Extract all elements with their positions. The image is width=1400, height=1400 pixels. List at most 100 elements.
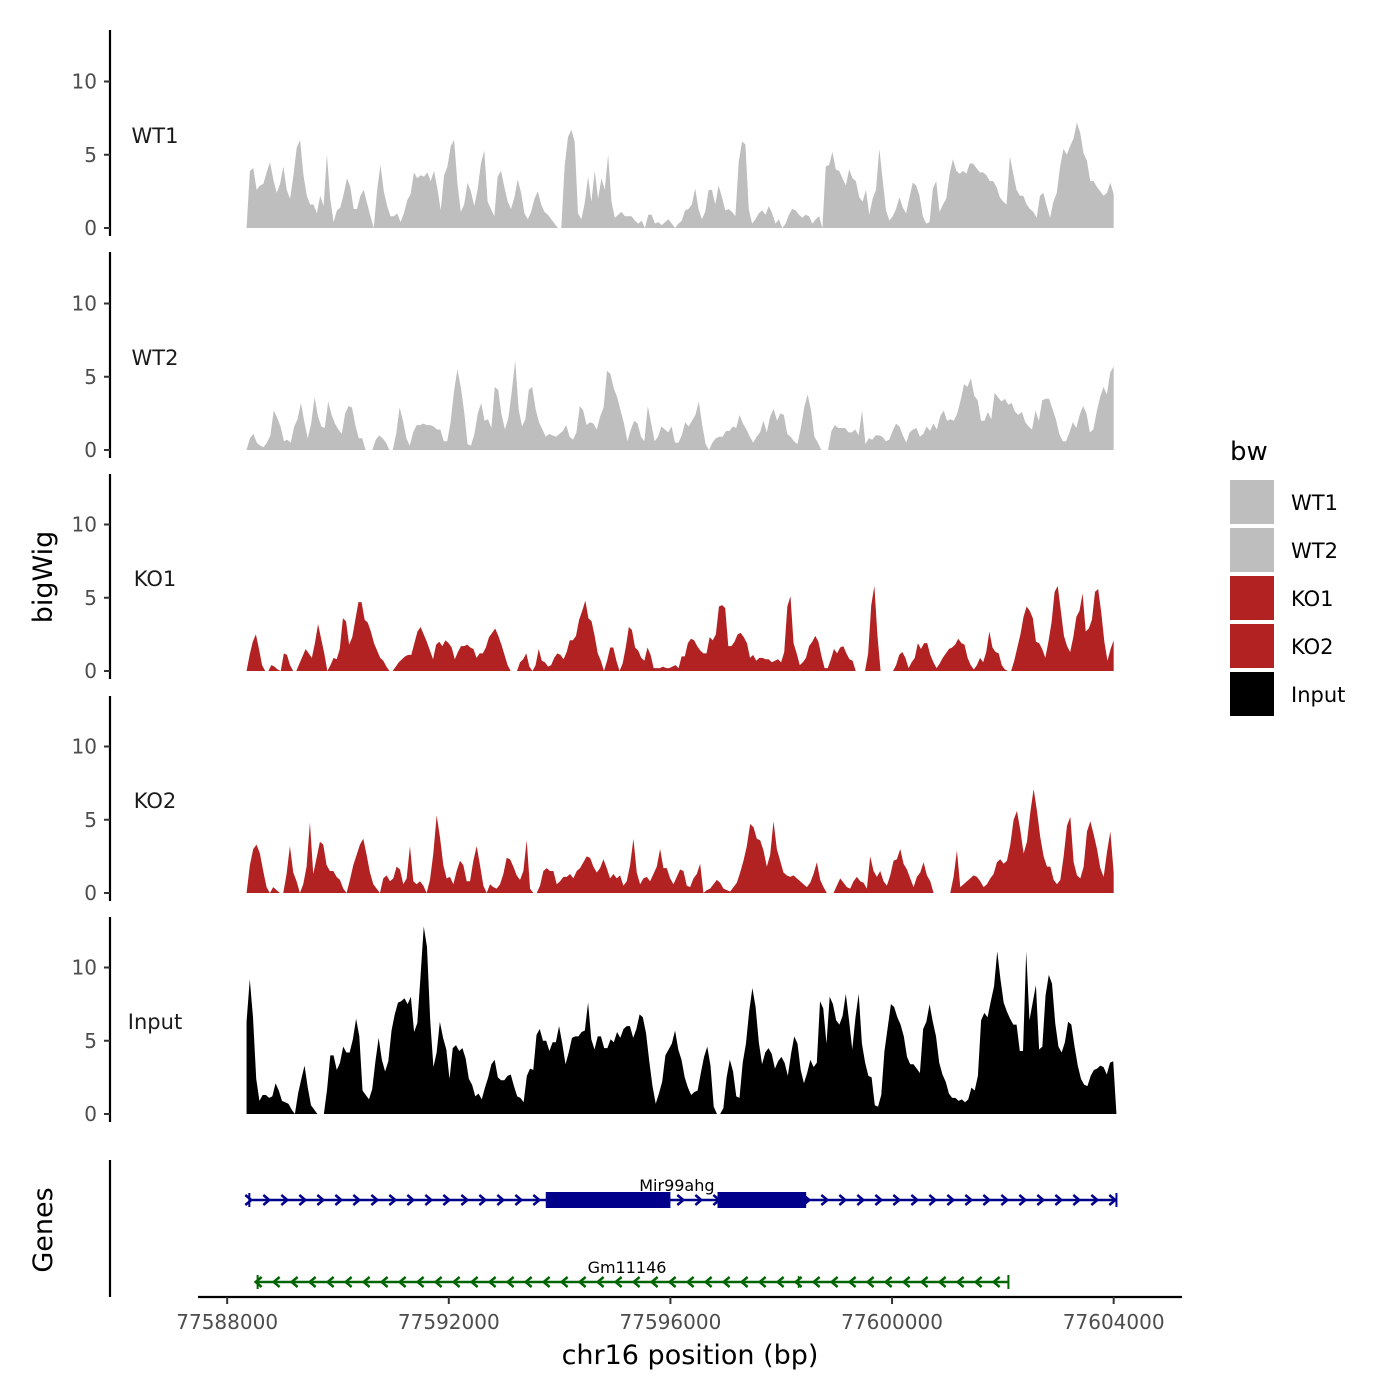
strand-chevron: [649, 1276, 659, 1288]
y-tick-label: 10: [72, 70, 97, 94]
strand-chevron: [820, 1194, 830, 1206]
strand-chevron: [892, 1194, 902, 1206]
strand-chevron: [847, 1276, 857, 1288]
strand-chevron: [964, 1194, 974, 1206]
strand-chevron: [1000, 1194, 1010, 1206]
y-tick-label: 10: [72, 513, 97, 537]
strand-chevron: [874, 1194, 884, 1206]
strand-chevron: [1018, 1194, 1028, 1206]
coverage-area-ko1: [246, 586, 1114, 671]
track-label: KO2: [134, 789, 177, 813]
strand-chevron: [1072, 1194, 1082, 1206]
y-tick-label: 0: [84, 438, 97, 462]
genes-panel-title: Genes: [28, 1187, 59, 1272]
track-label: WT2: [132, 346, 179, 370]
legend-label: Input: [1291, 683, 1345, 707]
track-input: 0 5 10 Input: [72, 917, 1117, 1126]
x-tick-label: 77592000: [398, 1310, 500, 1334]
strand-chevron: [271, 1276, 281, 1288]
legend-label: KO1: [1291, 587, 1334, 611]
gene-name-label: Mir99ahg: [639, 1176, 714, 1195]
strand-chevron: [289, 1276, 299, 1288]
strand-chevron: [667, 1276, 677, 1288]
strand-chevron: [460, 1194, 470, 1206]
strand-chevron: [577, 1276, 587, 1288]
legend-label: WT1: [1291, 491, 1338, 515]
strand-chevron: [343, 1276, 353, 1288]
strand-chevron: [514, 1194, 524, 1206]
strand-chevron: [532, 1194, 542, 1206]
strand-chevron: [631, 1276, 641, 1288]
coverage-area-wt2: [246, 360, 1114, 450]
strand-chevron: [856, 1194, 866, 1206]
strand-chevron: [388, 1194, 398, 1206]
legend-label: KO2: [1291, 635, 1334, 659]
strand-chevron: [505, 1276, 515, 1288]
legend: bw WT1 WT2 KO1 KO2 Input: [1230, 437, 1345, 716]
y-tick-label: 10: [72, 735, 97, 759]
strand-chevron: [775, 1276, 785, 1288]
strand-chevron: [253, 1276, 263, 1288]
strand-chevron: [424, 1194, 434, 1206]
x-tick-label: 77604000: [1063, 1310, 1165, 1334]
legend-key-ko1: [1230, 576, 1274, 620]
gene-exon: [717, 1192, 807, 1208]
strand-chevron: [793, 1276, 803, 1288]
y-tick-label: 5: [84, 1029, 97, 1053]
strand-chevron: [433, 1276, 443, 1288]
x-tick-label: 77600000: [841, 1310, 943, 1334]
gene-panel: Mir99ahg Gm11146: [108, 1160, 1118, 1297]
strand-chevron: [883, 1276, 893, 1288]
strand-chevron: [685, 1276, 695, 1288]
gene-name-label: Gm11146: [588, 1258, 667, 1277]
strand-chevron: [487, 1276, 497, 1288]
x-axis-title: chr16 position (bp): [562, 1340, 819, 1371]
strand-chevron: [397, 1276, 407, 1288]
track-ko1: 0 5 10 KO1: [72, 474, 1114, 683]
strand-chevron: [838, 1194, 848, 1206]
strand-chevron: [1090, 1194, 1100, 1206]
y-tick-label: 10: [72, 956, 97, 980]
strand-chevron: [523, 1276, 533, 1288]
track-wt2: 0 5 10 WT2: [72, 252, 1114, 462]
strand-chevron: [298, 1194, 308, 1206]
strand-chevron: [1108, 1194, 1118, 1206]
legend-label: WT2: [1291, 539, 1338, 563]
y-tick-label: 5: [84, 143, 97, 167]
strand-chevron: [901, 1276, 911, 1288]
track-label: Input: [128, 1010, 182, 1034]
strand-chevron: [1054, 1194, 1064, 1206]
y-tick-label: 0: [84, 659, 97, 683]
strand-chevron: [334, 1194, 344, 1206]
strand-chevron: [739, 1276, 749, 1288]
strand-chevron: [973, 1276, 983, 1288]
x-tick-label: 77596000: [620, 1310, 722, 1334]
strand-chevron: [865, 1276, 875, 1288]
strand-chevron: [307, 1276, 317, 1288]
y-tick-label: 0: [84, 1102, 97, 1126]
strand-chevron: [370, 1194, 380, 1206]
coverage-area-wt1: [246, 122, 1114, 228]
strand-chevron: [829, 1276, 839, 1288]
strand-chevron: [757, 1276, 767, 1288]
strand-chevron: [352, 1194, 362, 1206]
strand-chevron: [379, 1276, 389, 1288]
y-tick-label: 5: [84, 365, 97, 389]
strand-chevron: [595, 1276, 605, 1288]
coverage-tracks: 0 5 10 WT1 0 5 10 WT2 0 5 10 KO1 0 5 10 KO2 0 5 10 Input: [72, 30, 1117, 1126]
strand-chevron: [676, 1194, 686, 1206]
track-label: WT1: [132, 124, 179, 148]
y-tick-label: 0: [84, 216, 97, 240]
gene-gm11146: Gm11146: [253, 1258, 1010, 1289]
strand-chevron: [928, 1194, 938, 1206]
strand-chevron: [280, 1194, 290, 1206]
y-tick-label: 10: [72, 292, 97, 316]
coverage-area-input: [246, 926, 1117, 1114]
strand-chevron: [451, 1276, 461, 1288]
track-wt1: 0 5 10 WT1: [72, 30, 1114, 240]
strand-chevron: [1036, 1194, 1046, 1206]
strand-chevron: [559, 1276, 569, 1288]
strand-chevron: [991, 1276, 1001, 1288]
